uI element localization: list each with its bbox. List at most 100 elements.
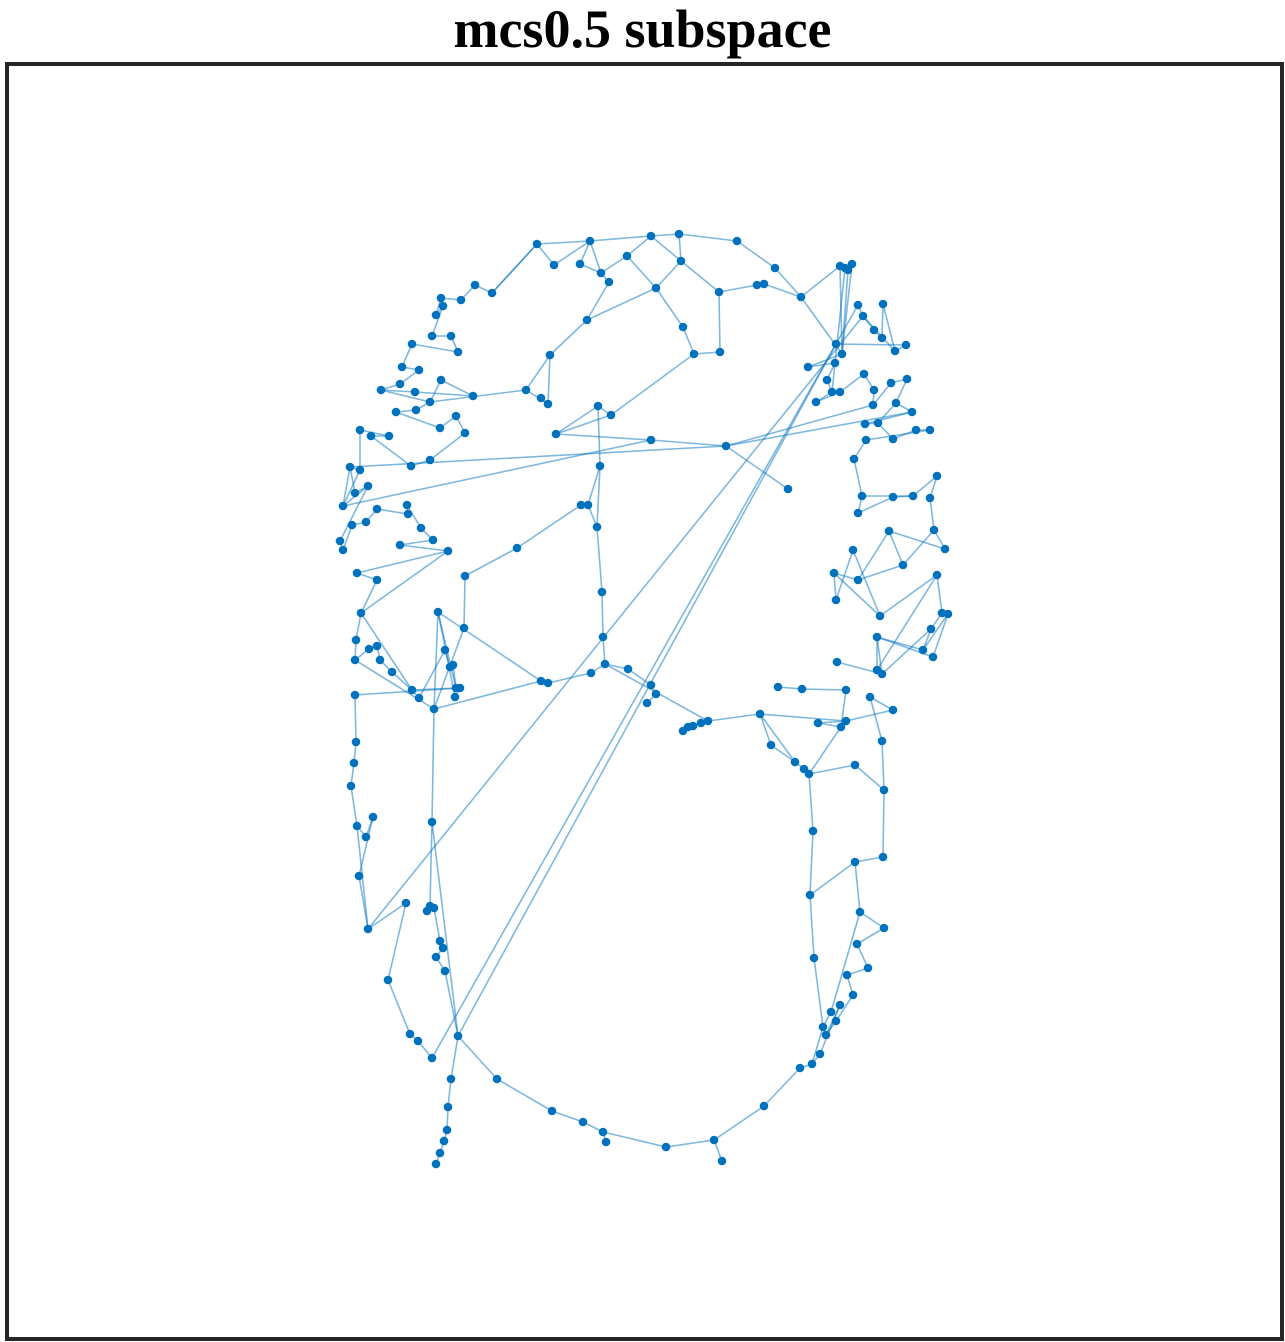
- graph-edge: [808, 764, 856, 775]
- graph-edge: [433, 680, 542, 710]
- graph-node: [468, 391, 478, 401]
- graph-node: [403, 509, 413, 519]
- graph-node: [598, 1127, 608, 1137]
- graph-edge: [876, 574, 938, 671]
- graph-edges: [339, 233, 949, 1165]
- graph-node: [422, 906, 432, 916]
- graph-node: [431, 310, 441, 320]
- graph-edge: [932, 613, 949, 658]
- graph-node: [943, 609, 953, 619]
- graph-node: [837, 349, 847, 359]
- graph-node: [908, 491, 918, 501]
- graph-node: [366, 431, 376, 441]
- graph-edge: [596, 526, 603, 593]
- graph-edge: [929, 497, 935, 531]
- graph-node: [586, 668, 596, 678]
- graph-node: [407, 339, 417, 349]
- graph-node: [815, 1049, 825, 1059]
- graph-edge: [376, 508, 409, 515]
- graph-edge: [800, 265, 841, 298]
- graph-node: [512, 543, 522, 553]
- graph-node: [689, 349, 699, 359]
- graph-node: [604, 277, 614, 287]
- graph-node: [832, 657, 842, 667]
- graph-edge: [387, 979, 411, 1035]
- graph-node: [884, 526, 894, 536]
- graph-edge: [830, 911, 861, 1013]
- graph-node: [848, 990, 858, 1000]
- graph-edge: [551, 1110, 584, 1123]
- graph-node: [805, 890, 815, 900]
- graph-node: [338, 501, 348, 511]
- graph-edge: [936, 574, 943, 614]
- graph-edge: [845, 709, 894, 722]
- graph-node: [545, 350, 555, 360]
- graph-node: [826, 1007, 836, 1017]
- graph-edge: [759, 713, 772, 746]
- graph-node: [401, 898, 411, 908]
- graph-node: [813, 718, 823, 728]
- graph-edge: [391, 671, 413, 691]
- graph-node: [460, 428, 470, 438]
- graph-edge: [862, 315, 896, 352]
- graph-edge: [411, 687, 457, 691]
- graph-edge: [431, 304, 859, 1059]
- graph-node: [848, 545, 858, 555]
- graph-node: [651, 689, 661, 699]
- graph-node: [416, 523, 426, 533]
- graph-node: [783, 484, 793, 494]
- graph-node: [361, 517, 371, 527]
- graph-edge: [713, 1105, 765, 1141]
- graph-edge: [813, 957, 824, 1028]
- graph-node: [395, 540, 405, 550]
- graph-edge: [872, 382, 892, 406]
- graph-edge: [831, 267, 846, 393]
- graph-node: [811, 397, 821, 407]
- graph-node: [595, 461, 605, 471]
- graph-node: [709, 1135, 719, 1145]
- graph-node: [456, 295, 466, 305]
- graph-node: [435, 423, 445, 433]
- graph-edge: [876, 636, 924, 651]
- graph-node: [831, 339, 841, 349]
- graph-node: [852, 939, 862, 949]
- graph-edge: [367, 315, 864, 930]
- graph-node: [442, 1125, 452, 1135]
- graph-edge: [877, 402, 897, 424]
- graph-node: [853, 575, 863, 585]
- graph-node: [363, 481, 373, 491]
- graph-node: [831, 595, 841, 605]
- chart-title: mcs0.5 subspace: [453, 0, 832, 59]
- graph-edge: [536, 240, 591, 245]
- graph-edge: [815, 391, 841, 403]
- graph-node: [355, 425, 365, 435]
- graph-edge: [411, 343, 459, 353]
- graph-edge: [626, 255, 657, 289]
- graph-node: [411, 405, 421, 415]
- graph-edge: [678, 233, 682, 262]
- graph-node: [714, 287, 724, 297]
- graph-edge: [627, 668, 652, 686]
- graph-node: [759, 279, 769, 289]
- graph-edge: [801, 688, 847, 691]
- graph-edge: [547, 354, 551, 405]
- graph-edge: [809, 830, 814, 896]
- graph-node: [795, 1063, 805, 1073]
- graph-node: [890, 346, 900, 356]
- graph-node: [551, 429, 561, 439]
- graph-node: [646, 231, 656, 241]
- graph-node: [752, 280, 762, 290]
- graph-edge: [367, 902, 407, 930]
- graph-node: [397, 362, 407, 372]
- graph-node: [443, 1102, 453, 1112]
- graph-node: [593, 401, 603, 411]
- graph-node: [843, 265, 853, 275]
- graph-edge: [589, 235, 652, 242]
- graph-node: [350, 488, 360, 498]
- graph-edge: [856, 943, 869, 969]
- graph-node: [372, 641, 382, 651]
- graph-node: [661, 1142, 671, 1152]
- graph-edge: [597, 405, 601, 467]
- graph-node: [929, 525, 939, 535]
- graph-node: [688, 721, 698, 731]
